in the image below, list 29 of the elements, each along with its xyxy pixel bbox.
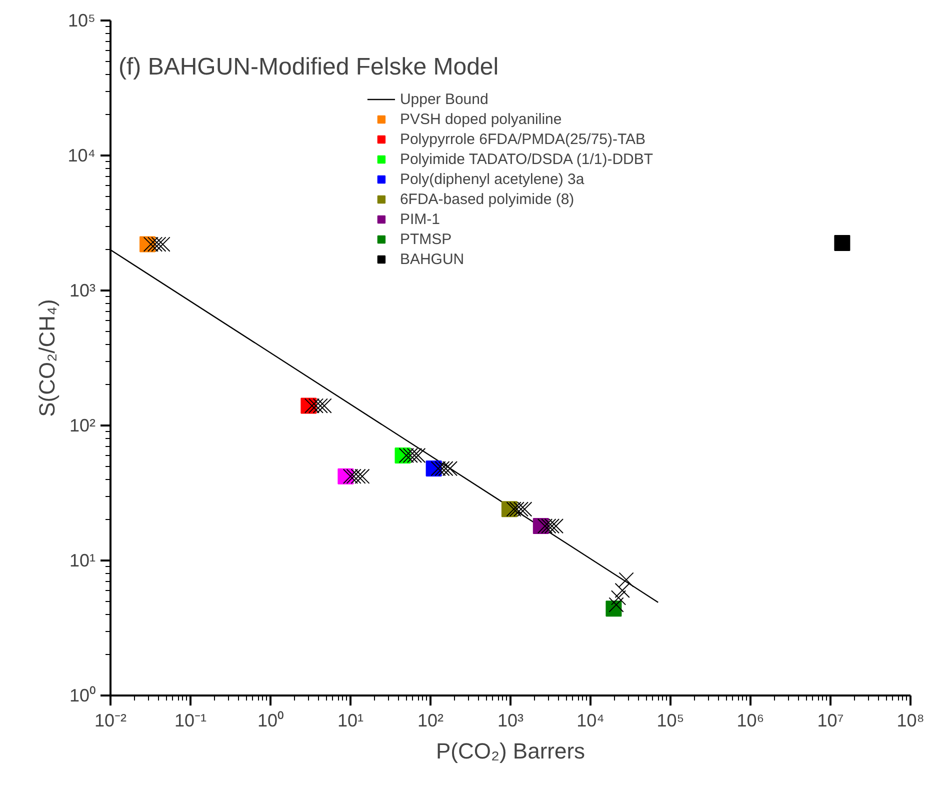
y-tick-label: 10² [69, 416, 96, 436]
x-tick-label: 10⁵ [656, 710, 684, 730]
legend-label: Polypyrrole 6FDA/PMDA(25/75)-TAB [400, 130, 646, 148]
x-tick-label: 10⁷ [817, 710, 844, 730]
x-tick-label: 10² [417, 710, 444, 730]
text: (f) BAHGUN-Modified Felske Model [118, 54, 499, 80]
y-tick-label: 10³ [69, 280, 96, 300]
legend-label: Poly(diphenyl acetylene) 3a [400, 170, 584, 188]
legend-label: Polyimide TADATO/DSDA (1/1)-DDBT [400, 150, 654, 168]
x-tick-label: 10³ [497, 710, 524, 730]
legend-label: PTMSP [400, 230, 452, 248]
x-tick-label: 10⁻¹ [174, 710, 207, 730]
x-tick-label: 10⁶ [736, 710, 764, 730]
legend-label: PIM-1 [400, 210, 440, 228]
y-axis-title: S(CO₂/CH₄) [34, 299, 60, 417]
legend-label: BAHGUN [400, 250, 464, 268]
x-tick-label: 10¹ [337, 710, 364, 730]
y-tick-label: 10¹ [69, 550, 96, 570]
y-tick-label: 10⁰ [69, 686, 96, 706]
y-tick-label: 10⁵ [68, 10, 96, 30]
x-tick-label: 10⁸ [896, 710, 924, 730]
legend-label: 6FDA-based polyimide (8) [400, 190, 574, 208]
x-tick-label: 10⁴ [576, 710, 604, 730]
legend-label: Upper Bound [400, 90, 488, 108]
legend-label: PVSH doped polyaniline [400, 110, 562, 128]
x-tick-label: 10⁰ [257, 710, 284, 730]
x-tick-label: 10⁻² [94, 710, 127, 730]
y-tick-label: 10⁴ [68, 146, 96, 166]
x-axis-title: P(CO₂) Barrers [436, 738, 586, 764]
